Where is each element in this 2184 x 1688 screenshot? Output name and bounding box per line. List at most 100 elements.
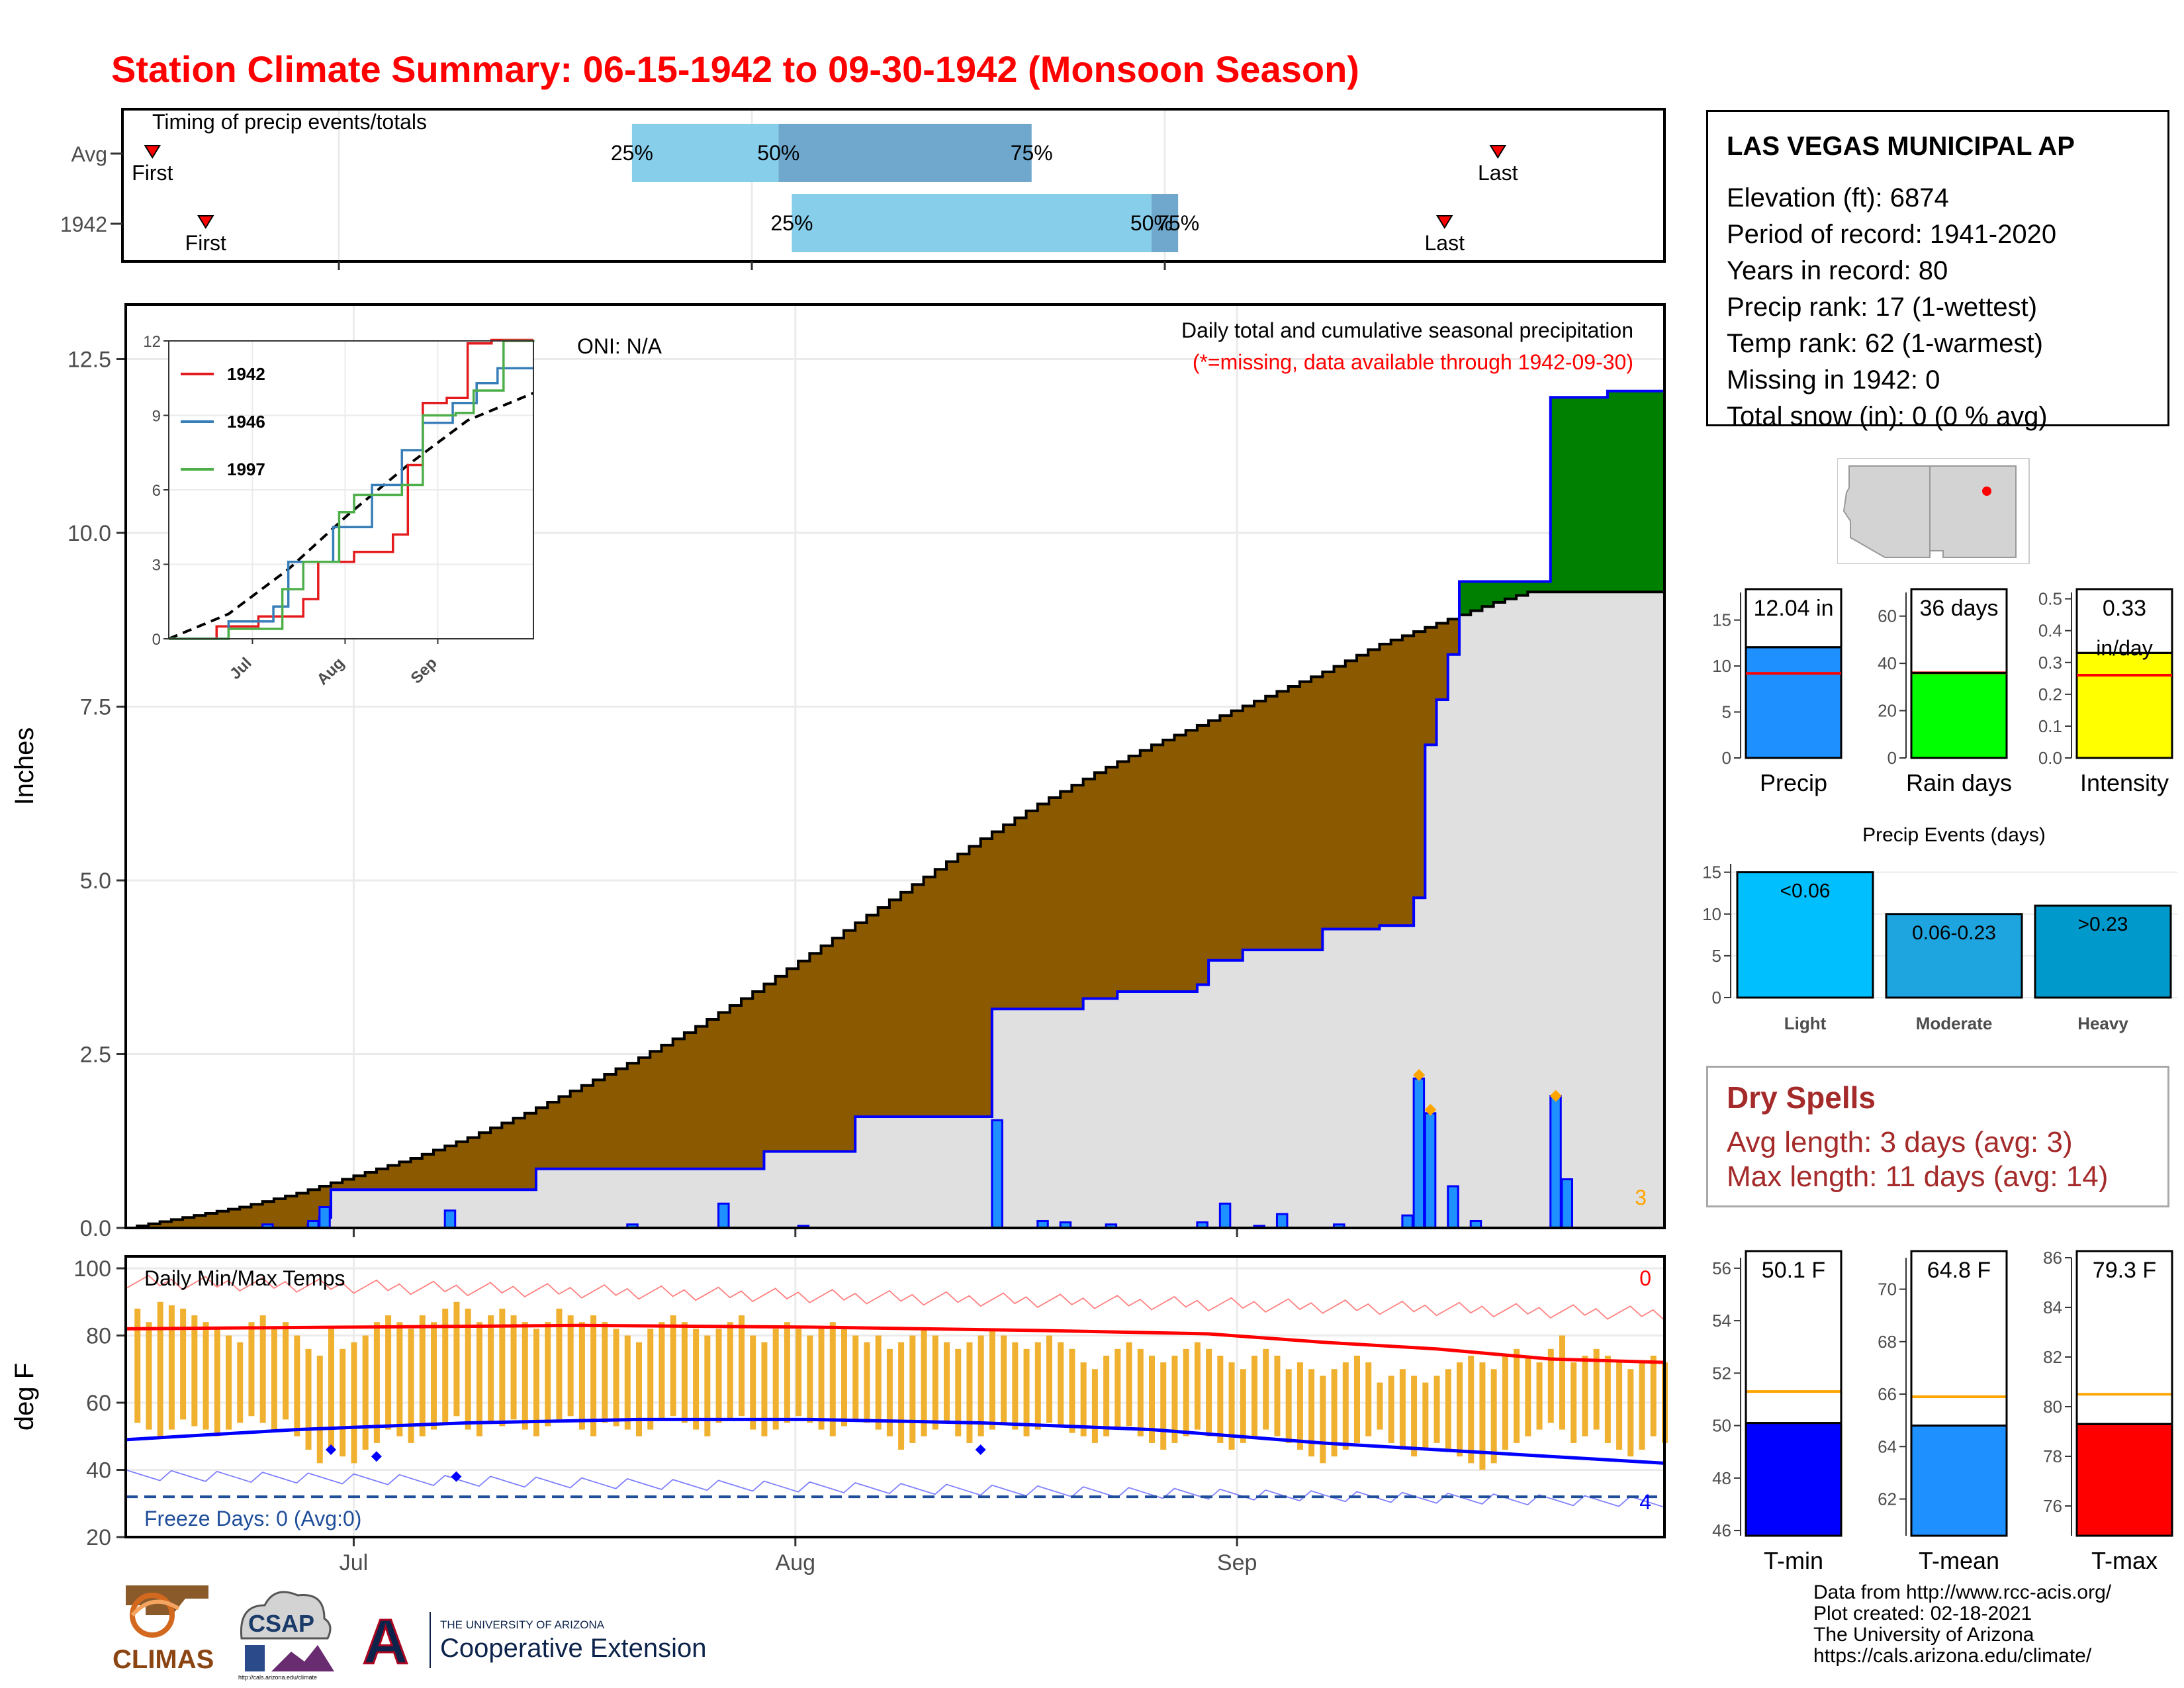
cumulative-diff-band — [581, 1085, 594, 1169]
cumulative-diff-band — [1345, 661, 1357, 929]
daily-temp-range-bar — [955, 1348, 962, 1436]
station-info-box: LAS VEGAS MUNICIPAL AP Elevation (ft): 6… — [1706, 110, 2169, 431]
precip-events-chart: Precip Events (days) 0 5 10 15 <0.06 Light 0.06… — [1702, 824, 2177, 1033]
events-title: Precip Events (days) — [1862, 824, 2046, 846]
daily-temp-range-bar — [647, 1329, 654, 1430]
cumulative-diff-band — [1071, 785, 1084, 1009]
station-years: Years in record: 80 — [1727, 256, 1948, 285]
daily-temp-range-bar — [1103, 1355, 1110, 1436]
daily-temp-range-bar — [1639, 1362, 1645, 1450]
daily-temp-range-bar — [1604, 1355, 1611, 1443]
cumulative-diff-band — [285, 1196, 298, 1228]
timing-box-lower — [792, 194, 1152, 252]
inset-legend-label: 1942 — [227, 364, 265, 384]
timing-last-marker — [1489, 145, 1507, 159]
cumulative-diff-band — [934, 869, 947, 1117]
cumulative-diff-band — [1596, 397, 1608, 592]
cumulative-diff-band — [1459, 581, 1472, 615]
csap-logo: CSAP http://cals.arizona.edu/climate — [238, 1591, 334, 1681]
panel-ytick-label: 0 — [1722, 748, 1731, 768]
daily-temp-range-bar — [1012, 1342, 1019, 1430]
credits-university: The University of Arizona — [1813, 1624, 2034, 1646]
panel-ytick-label: 50 — [1712, 1416, 1731, 1436]
panel-ytick-label: 68 — [1878, 1332, 1897, 1352]
heavy-event-marker — [1413, 1069, 1426, 1081]
temp-totals-chart: 46 48 50 52 54 56 50.1 F T-min 62 64 66 68 70 64.8 F T… — [1712, 1248, 2177, 1574]
daily-temp-range-bar — [533, 1329, 539, 1436]
events-ytick-label: 10 — [1702, 904, 1721, 924]
inset-legend-label: 1946 — [227, 412, 265, 432]
panel-ytick-label: 40 — [1878, 653, 1897, 673]
heavy-event-marker — [1549, 1090, 1562, 1102]
daily-temp-range-bar — [670, 1315, 676, 1417]
panel-value-bar-Precip — [1745, 646, 1843, 759]
precip-ytick-label: 2.5 — [80, 1043, 111, 1068]
month-tick-label: Sep — [1217, 1550, 1257, 1575]
cumulative-diff-band — [388, 1165, 400, 1190]
inset-ytick-label: 6 — [152, 482, 161, 500]
cumulative-diff-band — [559, 1096, 571, 1169]
station-snow: Total snow (in): 0 (0 % avg) — [1727, 402, 2048, 431]
cumulative-diff-band — [1311, 677, 1324, 950]
climas-logo-text: CLIMAS — [113, 1645, 214, 1674]
daily-temp-range-bar — [761, 1342, 768, 1436]
daily-temp-range-bar — [602, 1322, 608, 1423]
daily-temp-range-bar — [1308, 1369, 1315, 1457]
panel-name: T-max — [2091, 1547, 2158, 1574]
cumulative-diff-band — [923, 876, 936, 1117]
cumulative-diff-band — [1231, 710, 1244, 961]
daily-precip-bar — [1401, 1214, 1414, 1229]
event-value-label: 0.06-0.23 — [1912, 922, 1996, 944]
cumulative-diff-band — [513, 1118, 525, 1190]
record-high-count: 0 — [1639, 1266, 1651, 1290]
heavy-event-marker — [1424, 1103, 1437, 1116]
record-low-marker — [451, 1471, 462, 1482]
daily-temp-range-bar — [1183, 1348, 1189, 1436]
daily-temp-range-bar — [1468, 1355, 1475, 1464]
panel-ytick-label: 52 — [1712, 1363, 1731, 1383]
temp-ytick-label: 40 — [86, 1458, 111, 1483]
cumulative-diff-band — [1003, 825, 1016, 1009]
cumulative-diff-band — [1049, 798, 1062, 1009]
cumulative-diff-band — [696, 1026, 708, 1169]
daily-temp-range-bar — [283, 1322, 289, 1420]
cumulative-diff-band — [205, 1213, 218, 1228]
panel-ytick-label: 60 — [1878, 606, 1897, 626]
cumulative-diff-band — [194, 1215, 206, 1228]
cumulative-diff-band — [969, 846, 981, 1117]
precip-frame — [124, 303, 1666, 1229]
inset-ytick-label: 0 — [152, 631, 161, 649]
daily-temp-range-bar — [1285, 1369, 1292, 1443]
panel-value-label: 50.1 F — [1762, 1258, 1825, 1283]
cumulative-diff-band — [1220, 716, 1232, 961]
cumulative-diff-band — [1197, 725, 1209, 985]
daily-temp-range-bar — [1342, 1362, 1349, 1450]
record-low-marker — [371, 1451, 382, 1462]
csap-url: http://cals.arizona.edu/climate — [238, 1674, 317, 1681]
precip-subtitle: (*=missing, data available through 1942-… — [1193, 350, 1633, 374]
panel-ytick-label: 0.4 — [2038, 621, 2062, 641]
daily-temp-range-bar — [807, 1335, 813, 1423]
daily-temp-range-bar — [316, 1355, 323, 1464]
panel-ytick-label: 70 — [1878, 1280, 1897, 1299]
panel-ytick-label: 76 — [2043, 1496, 2062, 1516]
cumulative-diff-band — [866, 915, 879, 1117]
panel-value-bar-Intensity — [2075, 651, 2173, 759]
timing-p50-label: 50% — [757, 141, 799, 165]
cumulative-diff-band — [615, 1068, 628, 1169]
cumulative-diff-band — [1390, 639, 1403, 926]
cumulative-diff-band — [741, 998, 754, 1169]
temp-ytick-label: 60 — [86, 1391, 111, 1416]
daily-temp-range-bar — [408, 1329, 414, 1443]
daily-temp-range-bar — [305, 1348, 312, 1450]
cumulative-diff-band — [593, 1080, 606, 1169]
cumulative-diff-band — [1140, 750, 1152, 992]
cumulative-diff-band — [832, 938, 844, 1152]
panel-outline-Rain days — [1910, 588, 2008, 674]
daily-temp-range-bar — [1263, 1348, 1269, 1430]
cumulative-diff-band — [1288, 686, 1300, 950]
cumulative-diff-band — [1152, 745, 1164, 992]
daily-temp-range-bar — [248, 1322, 255, 1417]
timing-first-label: First — [132, 161, 173, 185]
daily-temp-range-bar — [1034, 1342, 1041, 1430]
